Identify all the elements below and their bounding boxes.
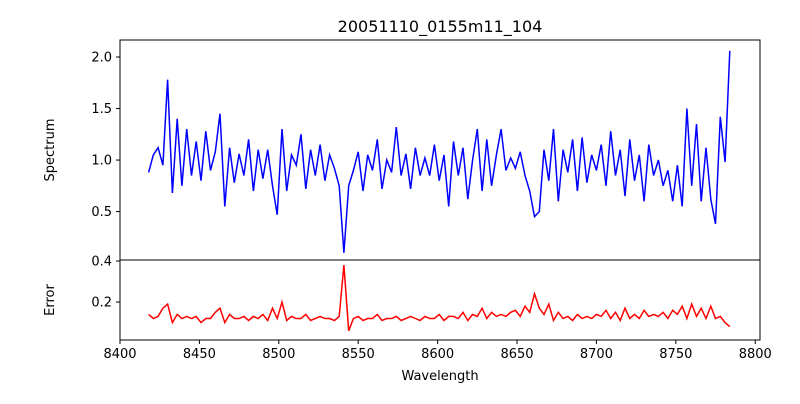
error-ylabel: Error	[43, 284, 58, 316]
x-tick-label: 8400	[103, 347, 136, 362]
x-tick-label: 8450	[183, 347, 216, 362]
x-tick-label: 8700	[580, 347, 613, 362]
y-tick-label: 0.2	[91, 296, 112, 311]
x-tick-label: 8650	[500, 347, 533, 362]
x-axis-label: Wavelength	[401, 369, 478, 384]
y-tick-label: 0.5	[91, 205, 112, 220]
x-tick-label: 8500	[262, 347, 295, 362]
y-tick-label: 1.5	[91, 102, 112, 117]
y-tick-label: 0.4	[91, 255, 112, 270]
x-tick-label: 8800	[739, 347, 772, 362]
spectrum-ylabel: Spectrum	[43, 119, 58, 182]
y-tick-label: 1.0	[91, 154, 112, 169]
spectrum-axes: 0.5 1.0 1.5 2.0	[91, 39, 761, 261]
error-series-line	[148, 265, 731, 332]
x-tick-label: 8600	[421, 347, 454, 362]
error-axes: 0.2 0.4 8400 8450 8500 8550 8600 8650 8700 8750 88…	[91, 255, 771, 362]
x-tick-label: 8750	[659, 347, 692, 362]
x-tick-label: 8550	[342, 347, 375, 362]
spectrum-series-line	[147, 50, 731, 253]
chart-title: 20051110_0155m11_104	[338, 17, 543, 37]
y-tick-label: 2.0	[91, 51, 112, 66]
axes-frame	[119, 259, 761, 341]
